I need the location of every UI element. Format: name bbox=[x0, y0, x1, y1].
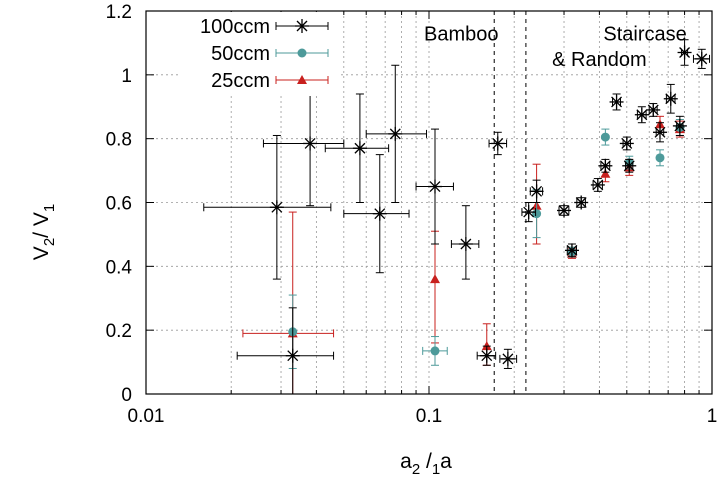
data-point-100ccm-25 bbox=[672, 115, 687, 136]
data-point-100ccm-12 bbox=[529, 179, 544, 203]
data-point-100ccm-23 bbox=[652, 122, 667, 143]
100ccm-marker bbox=[529, 184, 544, 199]
y-tick-label: 1 bbox=[121, 66, 132, 87]
25ccm-marker bbox=[600, 168, 611, 178]
100ccm-marker bbox=[490, 136, 505, 151]
data-point-50ccm-4 bbox=[600, 128, 610, 146]
50ccm-marker bbox=[532, 209, 542, 219]
region-label-bamboo: Bamboo bbox=[424, 23, 499, 45]
grid bbox=[146, 11, 712, 394]
data-point-100ccm-9 bbox=[488, 131, 508, 156]
data-point-25ccm-1 bbox=[429, 230, 440, 344]
100ccm-marker bbox=[388, 126, 403, 141]
100ccm-marker bbox=[598, 158, 613, 173]
100ccm-marker bbox=[609, 94, 624, 109]
100ccm-marker bbox=[352, 141, 367, 156]
data-point-100ccm-22 bbox=[646, 102, 661, 117]
100ccm-marker bbox=[427, 179, 442, 194]
x-tick-label: 1 bbox=[707, 406, 718, 427]
legend-sample-50ccm bbox=[275, 48, 329, 58]
legend-label-100ccm: 100ccm bbox=[200, 16, 270, 38]
series-100ccm bbox=[203, 39, 711, 395]
100ccm-marker bbox=[574, 195, 589, 210]
100ccm-marker bbox=[269, 200, 284, 215]
data-point-100ccm-0 bbox=[203, 134, 332, 280]
data-point-100ccm-5 bbox=[365, 64, 428, 203]
100ccm-marker bbox=[479, 348, 494, 363]
x-tick-label: 0.01 bbox=[128, 406, 165, 427]
data-point-100ccm-18 bbox=[609, 93, 624, 111]
data-point-100ccm-14 bbox=[564, 243, 579, 258]
y-tick-label: 0.4 bbox=[106, 257, 133, 278]
y-tick-label: 0.6 bbox=[106, 194, 132, 215]
data-point-100ccm-20 bbox=[622, 158, 637, 173]
data-point-100ccm-2 bbox=[262, 83, 345, 207]
50ccm-marker bbox=[600, 132, 610, 142]
data-point-100ccm-13 bbox=[557, 203, 572, 218]
y-tick-label: 0.8 bbox=[106, 130, 132, 151]
100ccm-marker bbox=[590, 177, 605, 192]
100ccm-marker bbox=[663, 91, 678, 106]
100ccm-marker bbox=[285, 348, 300, 363]
legend-sample-100ccm bbox=[275, 19, 329, 33]
legend-label-25ccm: 25ccm bbox=[211, 70, 270, 92]
100ccm-marker bbox=[557, 203, 572, 218]
y-tick-label: 0.2 bbox=[106, 321, 132, 342]
x-tick-label: 0.1 bbox=[416, 406, 442, 427]
100ccm-marker bbox=[458, 236, 473, 251]
legend-marker-100ccm bbox=[295, 19, 309, 33]
data-point-100ccm-3 bbox=[324, 93, 390, 203]
x-axis-title: a2 /1a bbox=[400, 450, 452, 478]
100ccm-marker bbox=[672, 118, 687, 133]
100ccm-marker bbox=[646, 102, 661, 117]
legend-label-50ccm: 50ccm bbox=[211, 43, 270, 65]
100ccm-marker bbox=[677, 45, 692, 60]
100ccm-marker bbox=[521, 205, 536, 220]
100ccm-marker bbox=[500, 351, 515, 366]
data-point-100ccm-1 bbox=[236, 307, 335, 395]
data-point-100ccm-10 bbox=[499, 348, 518, 369]
data-point-100ccm-19 bbox=[619, 136, 634, 151]
100ccm-marker bbox=[372, 206, 387, 221]
legend-marker-25ccm bbox=[297, 75, 307, 84]
y-tick-label: 0 bbox=[121, 385, 132, 406]
100ccm-marker bbox=[652, 125, 667, 140]
data-point-50ccm-6 bbox=[655, 149, 665, 167]
region-label-staircase: Staircase bbox=[603, 23, 686, 45]
100ccm-marker bbox=[619, 136, 634, 151]
data-point-50ccm-1 bbox=[422, 336, 448, 366]
legend-marker-50ccm bbox=[297, 48, 307, 58]
axes: 0.01 0.1 1 0 0.2 0.4 0.6 0.8 1 1.2 bbox=[106, 2, 718, 427]
50ccm-marker bbox=[655, 153, 665, 163]
data-point-100ccm-15 bbox=[574, 195, 589, 210]
region-label-random: & Random bbox=[552, 49, 647, 71]
data-point-100ccm-8 bbox=[476, 345, 497, 366]
data-point-100ccm-4 bbox=[343, 154, 410, 274]
data-point-100ccm-26 bbox=[677, 39, 692, 66]
data-point-100ccm-11 bbox=[521, 202, 537, 223]
y-axis-title: V2/ V1 bbox=[30, 204, 58, 260]
data-point-100ccm-7 bbox=[450, 205, 480, 280]
data-point-100ccm-27 bbox=[692, 48, 711, 69]
legend-items bbox=[275, 19, 329, 84]
data-point-100ccm-21 bbox=[634, 106, 649, 124]
plot-area bbox=[203, 39, 711, 395]
100ccm-marker bbox=[694, 51, 709, 66]
data-point-100ccm-6 bbox=[415, 128, 454, 245]
data-point-100ccm-24 bbox=[663, 83, 678, 114]
legend: 100ccm 50ccm 25ccm bbox=[180, 12, 340, 96]
y-tick-label: 1.2 bbox=[106, 2, 132, 23]
region-labels: Bamboo Staircase & Random bbox=[424, 23, 687, 71]
100ccm-marker bbox=[622, 158, 637, 173]
legend-sample-25ccm bbox=[275, 75, 329, 84]
data-point-100ccm-17 bbox=[598, 158, 613, 173]
50ccm-marker bbox=[430, 346, 440, 356]
25ccm-marker bbox=[429, 274, 440, 284]
100ccm-marker bbox=[634, 107, 649, 122]
100ccm-marker bbox=[303, 136, 318, 151]
data-point-100ccm-16 bbox=[590, 177, 605, 192]
100ccm-marker bbox=[564, 243, 579, 258]
